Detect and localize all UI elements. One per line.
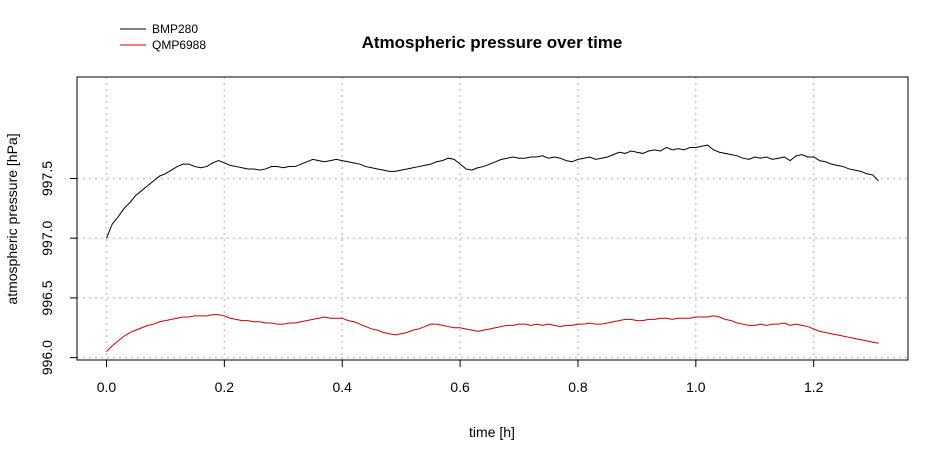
x-tick-label-6: 1.2 xyxy=(804,379,824,395)
x-axis-label: time [h] xyxy=(469,424,515,440)
x-tick-label-3: 0.6 xyxy=(450,379,470,395)
y-tick-label-1: 996.5 xyxy=(39,280,55,315)
legend: BMP280 QMP6988 xyxy=(120,22,206,52)
y-tick-label-0: 996.0 xyxy=(39,340,55,375)
y-axis: 996.0 996.5 997.0 997.5 xyxy=(39,161,78,375)
chart-title: Atmospheric pressure over time xyxy=(362,33,623,52)
legend-label-bmp280: BMP280 xyxy=(152,22,198,36)
y-tick-label-3: 997.5 xyxy=(39,161,55,196)
x-tick-label-4: 0.8 xyxy=(568,379,588,395)
x-tick-label-5: 1.0 xyxy=(686,379,706,395)
x-axis: 0.0 0.2 0.4 0.6 0.8 1.0 1.2 xyxy=(97,359,824,395)
y-axis-label: atmospheric pressure [hPa] xyxy=(4,133,20,304)
plot-frame xyxy=(76,76,909,361)
x-tick-label-0: 0.0 xyxy=(97,379,117,395)
y-tick-label-2: 997.0 xyxy=(39,220,55,255)
series-line-qmp6988 xyxy=(106,314,879,352)
x-tick-label-1: 0.2 xyxy=(215,379,235,395)
series-line-bmp280 xyxy=(106,144,879,239)
x-tick-label-2: 0.4 xyxy=(332,379,352,395)
legend-label-qmp6988: QMP6988 xyxy=(152,38,206,52)
series-layer xyxy=(106,144,879,352)
grid xyxy=(77,77,908,360)
